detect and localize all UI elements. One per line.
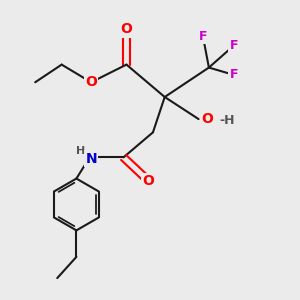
Text: O: O [85,75,97,89]
Text: O: O [142,174,154,188]
Text: F: F [199,30,207,43]
Text: O: O [202,112,213,126]
Text: O: O [121,22,132,36]
Text: -H: -H [219,114,235,127]
Text: F: F [230,39,238,52]
Text: H: H [76,146,85,156]
Text: N: N [85,152,97,166]
Text: F: F [230,68,238,81]
